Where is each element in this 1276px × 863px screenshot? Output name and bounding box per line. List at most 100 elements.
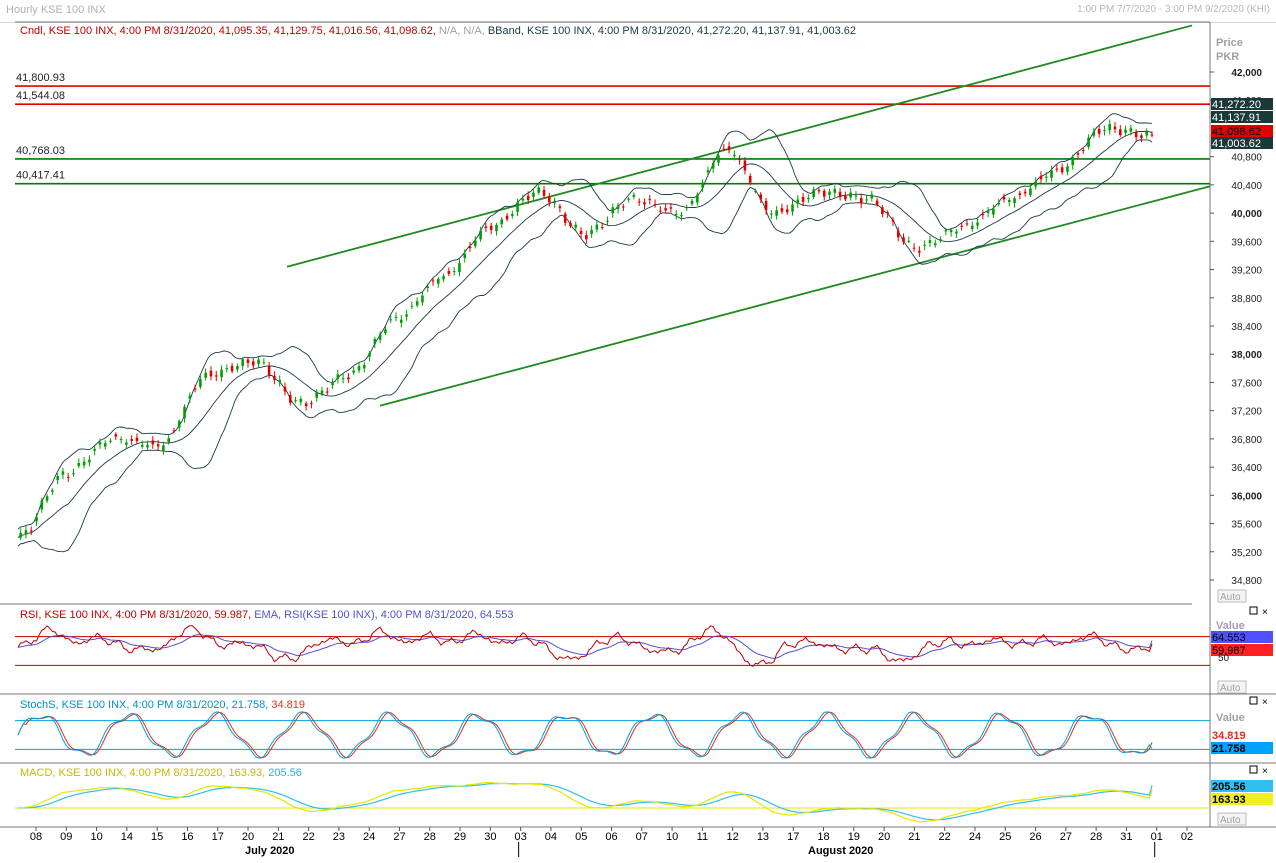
candle [1034, 181, 1037, 187]
maximize-icon[interactable] [1249, 606, 1258, 615]
price-tick-label: 35,600 [1231, 520, 1262, 531]
candle [394, 316, 398, 318]
candle [426, 286, 430, 288]
candle [246, 359, 250, 363]
candle [1129, 128, 1133, 132]
candle [1029, 188, 1032, 196]
candle [611, 207, 615, 214]
candle [384, 329, 387, 334]
candle [415, 301, 419, 306]
candle [505, 215, 509, 220]
candle [1092, 131, 1096, 136]
candle [257, 359, 260, 365]
trend-line[interactable] [286, 24, 1193, 268]
close-icon[interactable]: × [1262, 697, 1268, 708]
price-auto-button[interactable] [1217, 589, 1247, 603]
price-tick-label: 36,800 [1231, 435, 1262, 446]
candle [130, 439, 133, 441]
date-tick-label: 25 [999, 831, 1011, 843]
date-tick-label: 13 [757, 831, 769, 843]
candle [521, 198, 525, 201]
trend-line[interactable] [379, 185, 1211, 407]
candle [812, 189, 815, 197]
rsi-value-text: 64.553 [1212, 632, 1246, 644]
macd-panel-controls: × [1249, 765, 1268, 777]
macd-legend: MACD, KSE 100 INX, 4:00 PM 8/31/2020, 16… [20, 767, 302, 779]
candle [743, 160, 747, 171]
date-tick-label: 17 [212, 831, 224, 843]
candle [669, 207, 673, 209]
date-axis: 08 09 10 14 15 16 17 20 21 22 23 24 27 28 29 30 03 04 05 06… [30, 827, 1193, 857]
date-tick-label: 04 [545, 831, 557, 843]
macd-auto-button[interactable] [1217, 812, 1247, 826]
ema-legend-text: EMA, RSI(KSE 100 INX), 4:00 PM 8/31/2020… [251, 609, 514, 621]
date-tick-label: 21 [272, 831, 284, 843]
price-value-text: 41,137.91 [1212, 112, 1261, 124]
rsi-value-title: Value [1216, 620, 1245, 632]
maximize-icon[interactable] [1249, 765, 1258, 774]
candle [981, 214, 985, 216]
candle [1140, 135, 1143, 138]
candle [606, 220, 609, 222]
stoch-k-legend: StochS, KSE 100 INX, 4:00 PM 8/31/2020, … [20, 699, 269, 711]
macd-auto-label: Auto [1220, 815, 1241, 826]
candle [452, 271, 456, 273]
close-icon[interactable]: × [1262, 607, 1268, 618]
macd-legend-text: MACD, KSE 100 INX, 4:00 PM 8/31/2020, 16… [20, 767, 266, 779]
macd-line [17, 781, 1153, 823]
candle [362, 364, 366, 369]
candle [288, 395, 292, 403]
rsi-value-text: 59.987 [1212, 645, 1246, 657]
candle [1055, 168, 1059, 170]
candle [135, 437, 139, 442]
price-tick-label: 37,200 [1231, 407, 1262, 418]
candle [1145, 130, 1149, 136]
candle [886, 212, 889, 214]
candle [61, 471, 65, 475]
candle [140, 444, 144, 447]
candle [674, 213, 678, 216]
candle [447, 270, 451, 274]
date-tick-label: 27 [393, 831, 405, 843]
close-icon[interactable]: × [1262, 766, 1268, 777]
candle [616, 205, 620, 210]
candle [870, 194, 874, 199]
candle [881, 207, 884, 214]
bband-lower-line [17, 139, 1153, 553]
candle [1108, 124, 1112, 131]
date-tick-label: 18 [817, 831, 829, 843]
candle [72, 473, 75, 475]
candle [1060, 167, 1064, 173]
candle [690, 200, 694, 205]
rsi-auto-button[interactable] [1217, 680, 1247, 694]
date-tick-label: 21 [908, 831, 920, 843]
candle [918, 250, 921, 253]
price-panel: 41,800.93 41,544.08 40,768.03 40,417.41 [15, 24, 1211, 553]
date-tick-label: 29 [454, 831, 466, 843]
candle [553, 200, 556, 204]
stoch-value-title: Value [1216, 712, 1245, 724]
candle [241, 359, 244, 366]
candle [992, 208, 995, 215]
candle [838, 191, 842, 198]
candle [51, 490, 54, 493]
candle [236, 366, 239, 370]
candle [177, 421, 181, 428]
na-legend: N/A, N/A, [435, 25, 485, 37]
stoch-value-box [1211, 742, 1273, 754]
date-tick-label: 07 [636, 831, 648, 843]
chart-date-range: 1:00 PM 7/7/2020 - 3:00 PM 9/2/2020 (KHI… [1077, 4, 1270, 15]
candle [368, 353, 371, 357]
price-value-text: 41,098.62 [1212, 126, 1261, 138]
candle [717, 155, 720, 163]
candle [828, 191, 831, 195]
maximize-icon[interactable] [1249, 696, 1258, 705]
price-value-text: 41,003.62 [1212, 138, 1261, 150]
candle [357, 366, 361, 371]
date-tick-label: 08 [30, 831, 42, 843]
price-tick-label: 36,400 [1231, 463, 1262, 474]
candle [442, 276, 445, 280]
price-tick-label: 38,000 [1231, 350, 1262, 361]
